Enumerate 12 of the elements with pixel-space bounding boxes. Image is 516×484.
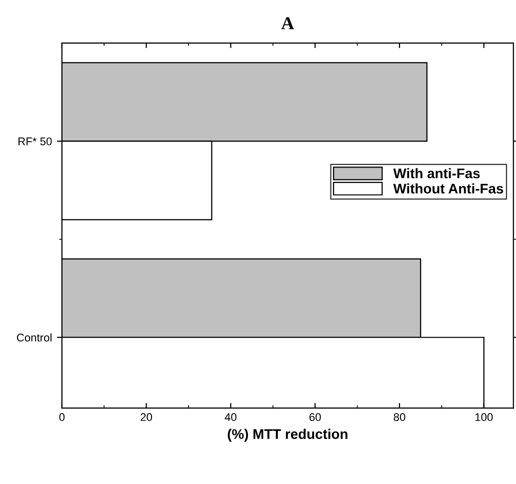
x-tick-label: 20 bbox=[140, 413, 152, 422]
y-tick-label: RF* 50 bbox=[18, 137, 52, 146]
y-tick-label: Control bbox=[16, 333, 52, 342]
legend-label: Without Anti-Fas bbox=[393, 183, 504, 194]
x-tick-label: 100 bbox=[475, 413, 493, 422]
chart-title: A bbox=[281, 17, 294, 30]
x-tick-label: 0 bbox=[59, 413, 65, 422]
legend-label: With anti-Fas bbox=[393, 168, 480, 178]
x-tick-label: 80 bbox=[394, 413, 406, 422]
x-tick-label: 60 bbox=[309, 413, 321, 422]
x-tick-label: 40 bbox=[224, 413, 236, 422]
x-axis-title: (%) MTT reduction bbox=[228, 428, 348, 442]
